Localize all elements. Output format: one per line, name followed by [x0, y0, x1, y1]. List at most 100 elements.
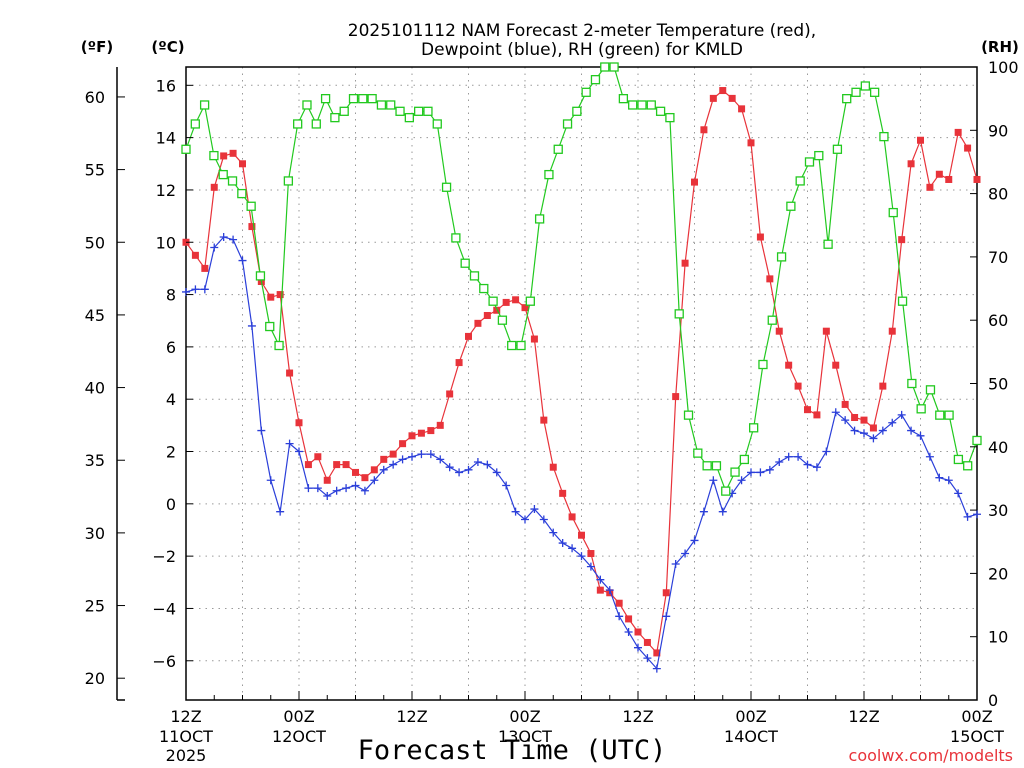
temperature-point: [361, 474, 369, 482]
temperature-point: [954, 128, 962, 136]
rh-point: [395, 106, 405, 116]
dewpoint-point: [973, 510, 981, 519]
temperature-point: [220, 152, 228, 160]
rh-point: [693, 448, 703, 458]
dewpoint-point: [417, 450, 426, 459]
temperature-point: [210, 183, 218, 191]
dewpoint-point: [210, 243, 219, 252]
title-line-1: 2025101112 NAM Forecast 2-meter Temperat…: [348, 21, 816, 41]
rh-point: [181, 144, 191, 154]
rh-tick-label: 70: [988, 248, 1008, 267]
rh-point: [255, 271, 266, 281]
temperature-point: [540, 416, 548, 424]
dewpoint-point: [690, 536, 699, 545]
celsius-tick-label: 16: [156, 76, 176, 95]
celsius-tick-label: −2: [152, 547, 176, 566]
x-tick-time-label: 00Z: [961, 707, 992, 726]
temperature-point: [229, 149, 237, 157]
temperature-point: [408, 432, 416, 440]
dewpoint-point: [586, 562, 595, 571]
dewpoint-point: [502, 481, 511, 490]
dewpoint-point: [812, 463, 821, 472]
dewpoint-point: [483, 460, 492, 469]
temperature-point: [370, 466, 378, 474]
dewpoint-point: [360, 486, 369, 495]
temperature-point: [709, 94, 717, 102]
rh-point: [507, 340, 517, 351]
dewpoint-point: [718, 507, 727, 516]
temperature-point: [917, 136, 924, 144]
fahrenheit-tick-label: 20: [85, 669, 105, 688]
rh-tick-label: 90: [988, 121, 1008, 140]
dewpoint-point: [850, 426, 859, 435]
dewpoint-point: [577, 552, 586, 561]
temperature-point: [352, 468, 359, 476]
dewpoint-point: [492, 468, 501, 477]
rh-point: [665, 112, 675, 123]
temperature-point: [333, 461, 341, 469]
rh-tick-label: 10: [988, 628, 1008, 647]
rh-point: [348, 94, 359, 104]
temperature-point: [804, 406, 811, 414]
temperature-point: [794, 382, 802, 390]
temperature-point: [681, 259, 689, 267]
rh-point: [860, 81, 870, 91]
grid-lines: [186, 67, 977, 700]
unit-label-fahrenheit: (ºF): [81, 38, 113, 56]
rh-point: [497, 315, 508, 325]
rh-point: [628, 100, 638, 110]
rh-point: [479, 283, 489, 294]
rh-point: [721, 486, 731, 496]
dewpoint-point: [389, 460, 398, 469]
dewpoint-point: [323, 491, 332, 500]
rh-tick-label: 100: [988, 58, 1019, 77]
rh-point: [953, 454, 964, 465]
dewpoint-point: [888, 418, 897, 427]
dewpoint-point: [765, 465, 774, 474]
temperature-point: [747, 139, 755, 147]
temperature-point: [945, 175, 953, 183]
dewpoint-point: [869, 434, 878, 443]
temperature-point: [662, 589, 670, 597]
rh-point: [283, 176, 294, 186]
temperature-point: [738, 105, 746, 113]
rh-point: [441, 182, 452, 192]
rh-point: [246, 201, 256, 211]
dewpoint-point: [549, 528, 558, 537]
temperature-point: [719, 87, 727, 95]
dewpoint-point: [671, 559, 680, 568]
temperature-point: [625, 615, 633, 623]
dewpoint-point: [530, 505, 539, 514]
rh-point: [897, 296, 908, 306]
temperature-point: [587, 550, 595, 558]
dewpoint-point: [963, 512, 972, 521]
dewpoint-point: [831, 408, 840, 417]
temperature-point: [596, 586, 604, 594]
fahrenheit-tick-label: 30: [85, 524, 105, 543]
rh-point: [758, 359, 768, 370]
fahrenheit-tick-label: 35: [85, 451, 105, 470]
temperature-point: [634, 628, 642, 636]
dewpoint-point: [596, 575, 605, 584]
rh-point: [590, 75, 601, 85]
dewpoint-point: [247, 321, 256, 330]
rh-point: [581, 87, 591, 97]
rh-point: [199, 100, 210, 110]
temperature-point: [615, 599, 623, 607]
temperature-point: [935, 170, 943, 178]
dewpoint-point: [954, 489, 963, 498]
rh-point: [963, 461, 973, 471]
dewpoint-point: [935, 473, 944, 482]
x-tick-time-label: 12Z: [170, 707, 201, 726]
temperature-point: [888, 327, 896, 335]
rh-point: [609, 62, 619, 72]
temperature-point: [860, 416, 868, 424]
rh-point: [553, 144, 563, 154]
dewpoint-point: [699, 507, 708, 516]
title-line-2: Dewpoint (blue), RH (green) for KMLD: [421, 40, 743, 60]
dewpoint-point: [238, 256, 247, 265]
rh-point: [823, 239, 833, 249]
temperature-point: [728, 94, 736, 102]
dewpoint-point: [473, 457, 482, 466]
